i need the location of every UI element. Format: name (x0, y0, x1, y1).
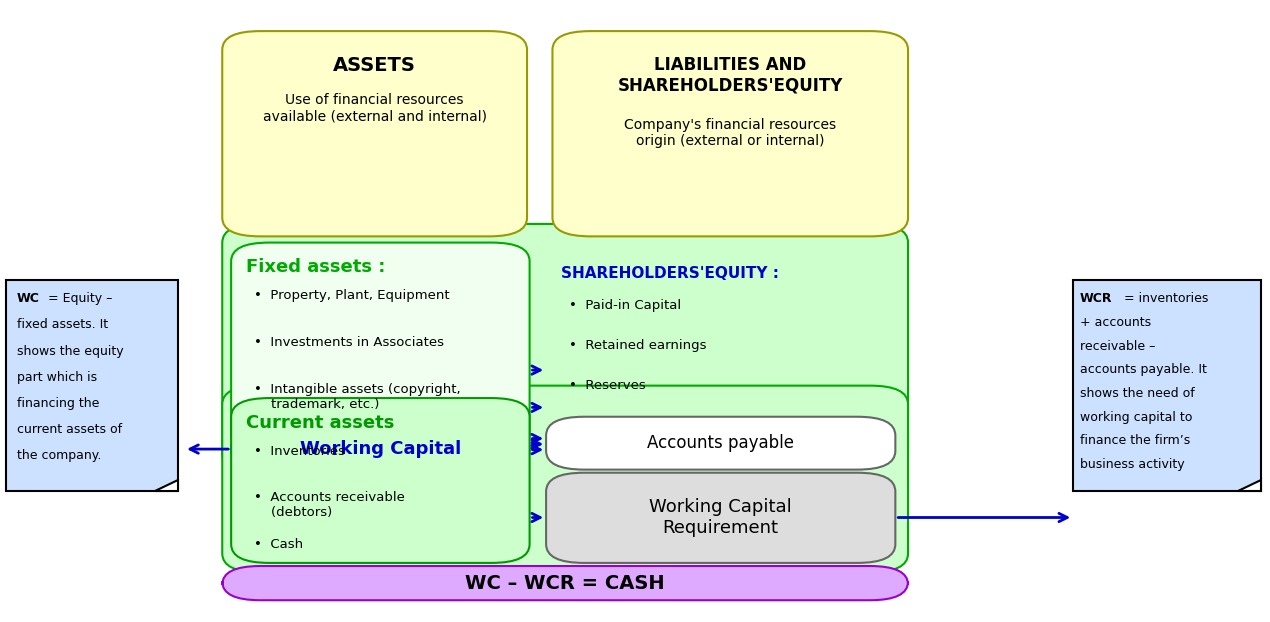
FancyBboxPatch shape (222, 31, 527, 236)
Text: receivable –: receivable – (1080, 340, 1154, 353)
Text: Current assets: Current assets (246, 414, 395, 432)
Text: •  Intangible assets (copyright,
    trademark, etc.): • Intangible assets (copyright, trademar… (254, 383, 461, 411)
Text: •  Investments in Associates: • Investments in Associates (254, 336, 444, 349)
Polygon shape (155, 480, 178, 491)
Text: working capital to: working capital to (1080, 411, 1191, 424)
Text: Use of financial resources
available (external and internal): Use of financial resources available (ex… (263, 93, 486, 124)
Text: shows the equity: shows the equity (17, 345, 123, 358)
FancyBboxPatch shape (222, 224, 908, 473)
Text: •  Accounts receivable
    (debtors): • Accounts receivable (debtors) (254, 491, 405, 519)
Text: •  Paid-in Capital: • Paid-in Capital (569, 299, 681, 312)
Text: Company's financial resources
origin (external or internal): Company's financial resources origin (ex… (624, 118, 837, 149)
Text: WCR: WCR (1080, 292, 1113, 305)
Text: business activity: business activity (1080, 458, 1184, 471)
FancyBboxPatch shape (222, 566, 908, 600)
Text: •  Retained earnings: • Retained earnings (569, 339, 706, 352)
Text: part which is: part which is (17, 371, 97, 384)
Text: shows the need of: shows the need of (1080, 387, 1194, 400)
FancyBboxPatch shape (552, 31, 908, 236)
Text: finance the firm’s: finance the firm’s (1080, 434, 1190, 447)
Text: accounts payable. It: accounts payable. It (1080, 363, 1206, 376)
Text: Fixed assets :: Fixed assets : (246, 258, 386, 276)
Text: financing the: financing the (17, 397, 99, 410)
Text: the company.: the company. (17, 449, 100, 462)
FancyBboxPatch shape (6, 280, 178, 491)
Text: WC: WC (17, 292, 39, 305)
Text: •  Reserves: • Reserves (569, 379, 645, 392)
Text: fixed assets. It: fixed assets. It (17, 318, 108, 332)
FancyBboxPatch shape (1073, 280, 1261, 491)
Text: WC – WCR = CASH: WC – WCR = CASH (465, 573, 665, 593)
FancyBboxPatch shape (231, 398, 530, 563)
Text: ASSETS: ASSETS (333, 56, 417, 75)
Text: •  Property, Plant, Equipment: • Property, Plant, Equipment (254, 289, 450, 302)
Text: Working Capital: Working Capital (300, 440, 461, 458)
Text: LIABILITIES AND
SHAREHOLDERS'EQUITY: LIABILITIES AND SHAREHOLDERS'EQUITY (617, 56, 843, 95)
Text: = inventories: = inventories (1120, 292, 1209, 305)
FancyBboxPatch shape (546, 417, 895, 470)
Polygon shape (1238, 480, 1261, 491)
FancyBboxPatch shape (231, 243, 530, 454)
Text: •  Inventories: • Inventories (254, 445, 345, 458)
Text: •  Cash: • Cash (254, 538, 304, 551)
Text: SHAREHOLDERS'EQUITY :: SHAREHOLDERS'EQUITY : (561, 266, 780, 281)
FancyBboxPatch shape (222, 386, 908, 572)
Text: Accounts payable: Accounts payable (648, 434, 794, 452)
FancyBboxPatch shape (231, 429, 530, 470)
Text: + accounts: + accounts (1080, 316, 1151, 329)
Text: Working Capital
Requirement: Working Capital Requirement (649, 498, 792, 537)
Text: current assets of: current assets of (17, 423, 122, 436)
FancyBboxPatch shape (546, 473, 895, 563)
Text: = Equity –: = Equity – (44, 292, 113, 305)
